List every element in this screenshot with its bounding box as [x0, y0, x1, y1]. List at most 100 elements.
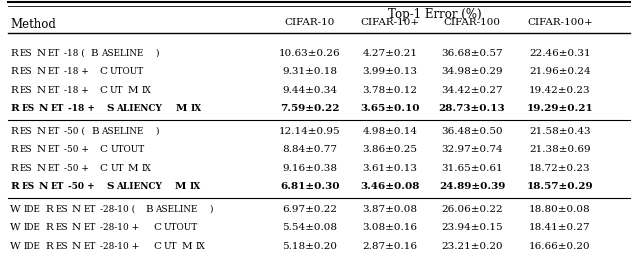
- Text: IDE: IDE: [24, 205, 40, 214]
- Text: N: N: [36, 67, 45, 76]
- Text: N: N: [72, 205, 81, 214]
- Text: 5.18±0.20: 5.18±0.20: [282, 242, 337, 251]
- Text: N: N: [38, 104, 48, 113]
- Text: 34.42±0.27: 34.42±0.27: [441, 86, 503, 95]
- Text: ET: ET: [48, 86, 60, 95]
- Text: 18.72±0.23: 18.72±0.23: [529, 164, 591, 173]
- Text: 10.63±0.26: 10.63±0.26: [279, 49, 341, 58]
- Text: IX: IX: [190, 182, 201, 191]
- Text: 4.98±0.14: 4.98±0.14: [362, 127, 417, 136]
- Text: IX: IX: [141, 164, 151, 173]
- Text: B: B: [145, 205, 152, 214]
- Text: N: N: [72, 223, 81, 232]
- Text: -18 +: -18 +: [64, 86, 92, 95]
- Text: -18 +: -18 +: [64, 67, 92, 76]
- Text: R: R: [10, 145, 18, 154]
- Text: 3.87±0.08: 3.87±0.08: [362, 205, 417, 214]
- Text: C: C: [100, 67, 108, 76]
- Text: 7.59±0.22: 7.59±0.22: [280, 104, 340, 113]
- Text: 3.99±0.13: 3.99±0.13: [362, 67, 417, 76]
- Text: -28-10 +: -28-10 +: [99, 223, 141, 232]
- Text: 2.87±0.16: 2.87±0.16: [362, 242, 417, 251]
- Text: N: N: [36, 164, 45, 173]
- Text: 3.61±0.13: 3.61±0.13: [362, 164, 417, 173]
- Text: ASELINE: ASELINE: [101, 127, 143, 136]
- Text: 22.46±0.31: 22.46±0.31: [529, 49, 591, 58]
- Text: M: M: [182, 242, 192, 251]
- Text: UTOUT: UTOUT: [110, 67, 144, 76]
- Text: 19.42±0.23: 19.42±0.23: [529, 86, 591, 95]
- Text: ): ): [156, 49, 159, 58]
- Text: 24.89±0.39: 24.89±0.39: [439, 182, 505, 191]
- Text: C: C: [154, 223, 162, 232]
- Text: 6.97±0.22: 6.97±0.22: [282, 205, 337, 214]
- Text: R: R: [45, 223, 53, 232]
- Text: ES: ES: [56, 205, 68, 214]
- Text: M: M: [175, 182, 186, 191]
- Text: IDE: IDE: [24, 223, 40, 232]
- Text: C: C: [100, 86, 108, 95]
- Text: ET: ET: [48, 127, 60, 136]
- Text: -50 +: -50 +: [68, 182, 97, 191]
- Text: C: C: [154, 242, 162, 251]
- Text: 31.65±0.61: 31.65±0.61: [441, 164, 503, 173]
- Text: R: R: [45, 205, 53, 214]
- Text: ES: ES: [20, 86, 33, 95]
- Text: ET: ET: [51, 182, 64, 191]
- Text: CIFAR-10: CIFAR-10: [285, 18, 335, 27]
- Text: 23.21±0.20: 23.21±0.20: [441, 242, 503, 251]
- Text: 3.46±0.08: 3.46±0.08: [360, 182, 420, 191]
- Text: ES: ES: [21, 104, 35, 113]
- Text: R: R: [10, 164, 18, 173]
- Text: ET: ET: [48, 145, 60, 154]
- Text: ): ): [209, 205, 213, 214]
- Text: R: R: [10, 49, 18, 58]
- Text: 23.94±0.15: 23.94±0.15: [441, 223, 503, 232]
- Text: 5.54±0.08: 5.54±0.08: [282, 223, 337, 232]
- Text: 3.08±0.16: 3.08±0.16: [362, 223, 417, 232]
- Text: ES: ES: [21, 182, 35, 191]
- Text: 3.86±0.25: 3.86±0.25: [362, 145, 417, 154]
- Text: R: R: [10, 127, 18, 136]
- Text: -18 +: -18 +: [68, 104, 98, 113]
- Text: 26.06±0.22: 26.06±0.22: [441, 205, 503, 214]
- Text: ES: ES: [20, 145, 33, 154]
- Text: 19.29±0.21: 19.29±0.21: [527, 104, 593, 113]
- Text: B: B: [91, 127, 99, 136]
- Text: 18.57±0.29: 18.57±0.29: [527, 182, 593, 191]
- Text: R: R: [10, 104, 19, 113]
- Text: N: N: [38, 182, 48, 191]
- Text: W: W: [10, 223, 20, 232]
- Text: R: R: [45, 242, 53, 251]
- Text: 6.81±0.30: 6.81±0.30: [280, 182, 340, 191]
- Text: 21.96±0.24: 21.96±0.24: [529, 67, 591, 76]
- Text: ASELINE: ASELINE: [101, 49, 143, 58]
- Text: 3.78±0.12: 3.78±0.12: [362, 86, 417, 95]
- Text: M: M: [175, 104, 187, 113]
- Text: ALIENCY: ALIENCY: [116, 104, 162, 113]
- Text: R: R: [10, 67, 18, 76]
- Text: ET: ET: [84, 242, 96, 251]
- Text: Top-1 Error (%): Top-1 Error (%): [388, 8, 482, 21]
- Text: 21.58±0.43: 21.58±0.43: [529, 127, 591, 136]
- Text: UT: UT: [164, 242, 177, 251]
- Text: 8.84±0.77: 8.84±0.77: [282, 145, 337, 154]
- Text: 36.48±0.50: 36.48±0.50: [441, 127, 503, 136]
- Text: 32.97±0.74: 32.97±0.74: [441, 145, 503, 154]
- Text: ES: ES: [20, 164, 33, 173]
- Text: UTOUT: UTOUT: [110, 145, 145, 154]
- Text: S: S: [106, 104, 114, 113]
- Text: W: W: [10, 242, 20, 251]
- Text: UT: UT: [110, 86, 124, 95]
- Text: CIFAR-100+: CIFAR-100+: [527, 18, 593, 27]
- Text: M: M: [127, 164, 138, 173]
- Text: -28-10 (: -28-10 (: [99, 205, 135, 214]
- Text: CIFAR-100: CIFAR-100: [444, 18, 500, 27]
- Text: UT: UT: [110, 164, 124, 173]
- Text: ): ): [156, 127, 159, 136]
- Text: 36.68±0.57: 36.68±0.57: [441, 49, 503, 58]
- Text: ES: ES: [20, 127, 33, 136]
- Text: 16.66±0.20: 16.66±0.20: [529, 242, 591, 251]
- Text: S: S: [106, 182, 114, 191]
- Text: IX: IX: [141, 86, 151, 95]
